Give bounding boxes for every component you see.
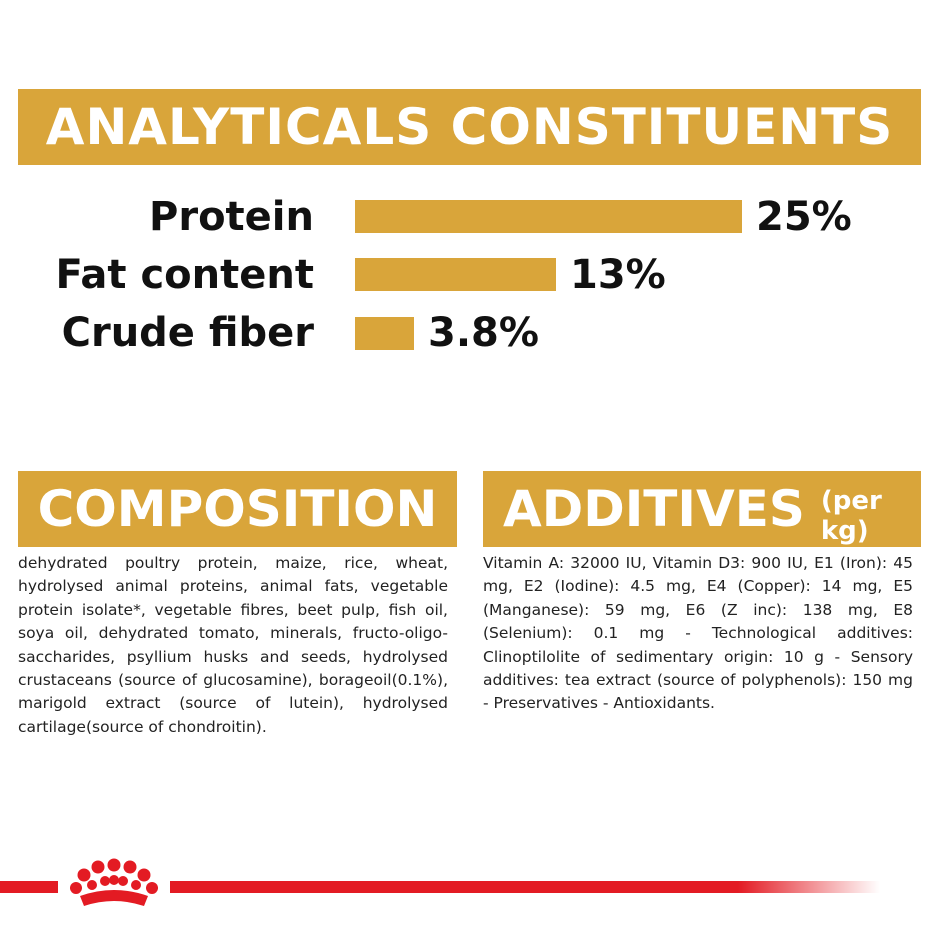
additives-title: ADDITIVES bbox=[503, 480, 805, 538]
nutrient-label-fiber: Crude fiber bbox=[61, 310, 314, 356]
additives-banner: ADDITIVES (per kg) bbox=[483, 471, 921, 547]
additives-subtitle: (per kg) bbox=[820, 486, 882, 546]
nutrient-label-fat: Fat content bbox=[55, 252, 314, 298]
composition-title: COMPOSITION bbox=[37, 480, 438, 538]
nutrient-value-fiber: 3.8% bbox=[428, 310, 539, 356]
composition-text: dehydrated poultry protein, maize, rice,… bbox=[18, 554, 448, 736]
footer-red-line-right bbox=[170, 881, 880, 893]
nutrient-label-protein: Protein bbox=[149, 194, 314, 240]
analytical-constituents-banner: ANALYTICALS CONSTITUENTS bbox=[18, 89, 921, 165]
nutrient-bar-fat bbox=[355, 258, 556, 291]
nutrient-value-fat: 13% bbox=[570, 252, 666, 298]
nutrient-bar-fiber bbox=[355, 317, 414, 350]
composition-banner: COMPOSITION bbox=[18, 471, 457, 547]
nutrient-bar-protein bbox=[355, 200, 742, 233]
royal-canin-crown-icon bbox=[70, 858, 158, 906]
additives-text: Vitamin A: 32000 IU, Vitamin D3: 900 IU,… bbox=[483, 554, 913, 713]
footer-red-line-left bbox=[0, 881, 58, 893]
analytical-title: ANALYTICALS CONSTITUENTS bbox=[45, 98, 894, 156]
nutrient-value-protein: 25% bbox=[756, 194, 852, 240]
